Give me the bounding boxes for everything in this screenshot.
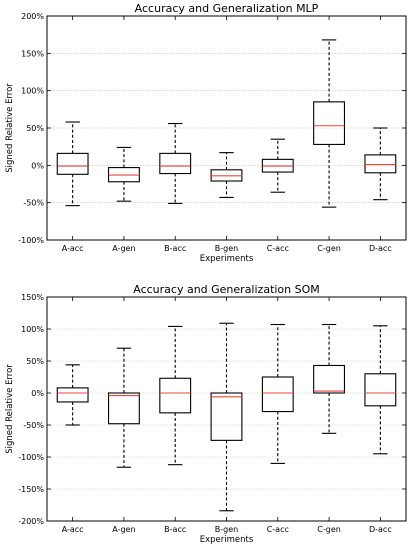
som-boxplot-panel: -200% -150% -100% -50% 0% 50% 100% 150% A-acc A-g…: [5, 283, 407, 545]
iqr-box: [313, 101, 346, 145]
mlp-xtick-label: C-acc: [267, 244, 289, 253]
mlp-ytick-label: 100%: [21, 87, 44, 96]
som-ytick-label: 100%: [21, 325, 44, 334]
mlp-y-axis-label: Signed Relative Error: [5, 83, 15, 173]
som-ytick-label: -100%: [18, 453, 44, 462]
som-xtick-label: B-gen: [215, 525, 238, 534]
mlp-ytick-label: 200%: [21, 12, 44, 21]
som-ytick-label: 0%: [31, 389, 44, 398]
mlp-ytick-label: 50%: [26, 124, 44, 133]
som-ytick-label: 150%: [21, 293, 44, 302]
mlp-ytick-label: -100%: [18, 236, 44, 245]
mlp-plot-frame: [46, 15, 407, 241]
mlp-xtick-label: C-gen: [317, 244, 341, 253]
mlp-x-axis-label: Experiments: [200, 254, 254, 264]
som-box-c-acc: [261, 323, 294, 464]
iqr-box: [159, 377, 192, 414]
mlp-box-d-acc: [364, 127, 397, 201]
som-xtick-label: D-acc: [369, 525, 392, 534]
iqr-box: [107, 392, 140, 425]
mlp-xtick-label: A-gen: [112, 244, 135, 253]
som-xtick-label: B-acc: [164, 525, 186, 534]
iqr-box: [159, 152, 192, 175]
mlp-ytick-label: 0%: [31, 161, 44, 170]
som-box-b-gen: [210, 322, 243, 512]
som-ytick-label: -200%: [18, 517, 44, 526]
som-ytick-label: -50%: [23, 421, 44, 430]
mlp-xtick-label: D-acc: [369, 244, 392, 253]
som-x-axis-label: Experiments: [200, 535, 254, 545]
iqr-box: [210, 392, 243, 441]
som-box-a-acc: [56, 364, 89, 426]
mlp-ytick-label: 150%: [21, 49, 44, 58]
mlp-boxplot-panel: -100% -50% 0% 50% 100% 150% 200% A-acc A-gen B-ac…: [5, 2, 407, 264]
iqr-box: [364, 373, 397, 407]
iqr-box: [313, 364, 346, 394]
iqr-box: [364, 154, 397, 174]
som-plot-frame: [46, 296, 407, 522]
iqr-box: [56, 387, 89, 403]
som-box-b-acc: [159, 325, 192, 466]
som-box-d-acc: [364, 325, 397, 455]
mlp-xtick-label: B-gen: [215, 244, 238, 253]
mlp-chart-title: Accuracy and Generalization MLP: [135, 2, 319, 15]
som-xtick-label: C-gen: [317, 525, 341, 534]
iqr-box: [56, 152, 89, 175]
iqr-box: [261, 376, 294, 413]
som-xtick-label: C-acc: [267, 525, 289, 534]
mlp-box-a-gen: [107, 146, 140, 202]
som-chart-title: Accuracy and Generalization SOM: [133, 283, 320, 296]
mlp-box-c-acc: [261, 138, 294, 193]
som-y-axis-label: Signed Relative Error: [5, 364, 15, 454]
som-xtick-label: A-acc: [62, 525, 84, 534]
mlp-ytick-label: -50%: [23, 199, 44, 208]
mlp-box-b-gen: [210, 152, 243, 198]
som-xtick-label: A-gen: [112, 525, 135, 534]
som-ytick-label: -150%: [18, 485, 44, 494]
som-box-a-gen: [107, 347, 140, 468]
som-box-c-gen: [313, 323, 346, 434]
mlp-box-b-acc: [159, 122, 192, 204]
mlp-box-a-acc: [56, 121, 89, 207]
som-ytick-label: 50%: [26, 357, 44, 366]
mlp-xtick-label: B-acc: [164, 244, 186, 253]
mlp-xtick-label: A-acc: [62, 244, 84, 253]
mlp-box-c-gen: [313, 39, 346, 208]
